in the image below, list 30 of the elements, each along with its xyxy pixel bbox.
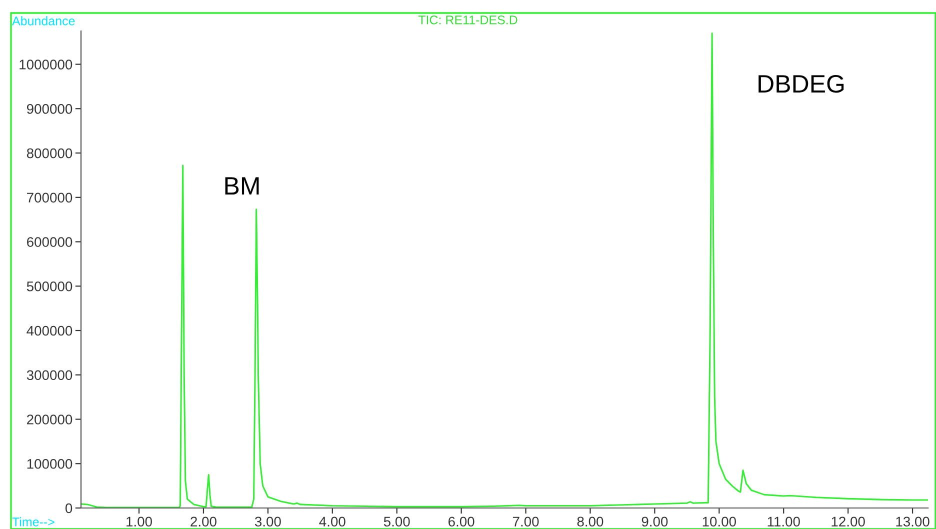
x-tick-label: 8.00 — [577, 516, 604, 527]
y-tick-label: 1000000 — [20, 60, 72, 70]
y-tick-label: 300000 — [26, 370, 72, 380]
y-tick-label: 600000 — [27, 237, 72, 247]
x-tick-label: 6.00 — [448, 516, 474, 527]
x-tick-label: 7.00 — [512, 516, 539, 527]
y-tick-label: 0 — [65, 503, 72, 514]
x-tick-label: 10.00 — [702, 516, 736, 527]
line-series — [81, 32, 928, 508]
x-tick-label: 11.00 — [768, 516, 800, 527]
chart-title: TIC: RE11-DES.D — [418, 16, 518, 24]
x-tick-label: 2.00 — [190, 516, 216, 527]
y-tick-label: 100000 — [27, 458, 72, 469]
x-tick-label: 13.00 — [896, 516, 930, 527]
y-tick-label: 200000 — [27, 414, 72, 424]
x-tick-label: 1.00 — [126, 516, 152, 527]
x-axis-title: Time--> — [12, 517, 54, 526]
annotation: DBDEG — [758, 75, 844, 93]
y-tick-label: 500000 — [26, 281, 72, 292]
x-tick-label: 12.00 — [832, 516, 865, 527]
y-tick-label: 400000 — [26, 326, 72, 336]
x-tick-label: 9.00 — [642, 516, 668, 527]
x-tick-label: 4.00 — [319, 516, 346, 527]
y-tick-label: 700000 — [27, 192, 72, 203]
y-tick-label: 800000 — [26, 148, 72, 158]
x-tick-label: 3.00 — [254, 516, 281, 527]
y-tick-label: 900000 — [26, 104, 72, 114]
y-axis-title: Abundance — [12, 16, 75, 26]
annotation: BM — [225, 177, 259, 194]
x-tick-label: 5.00 — [384, 516, 410, 527]
